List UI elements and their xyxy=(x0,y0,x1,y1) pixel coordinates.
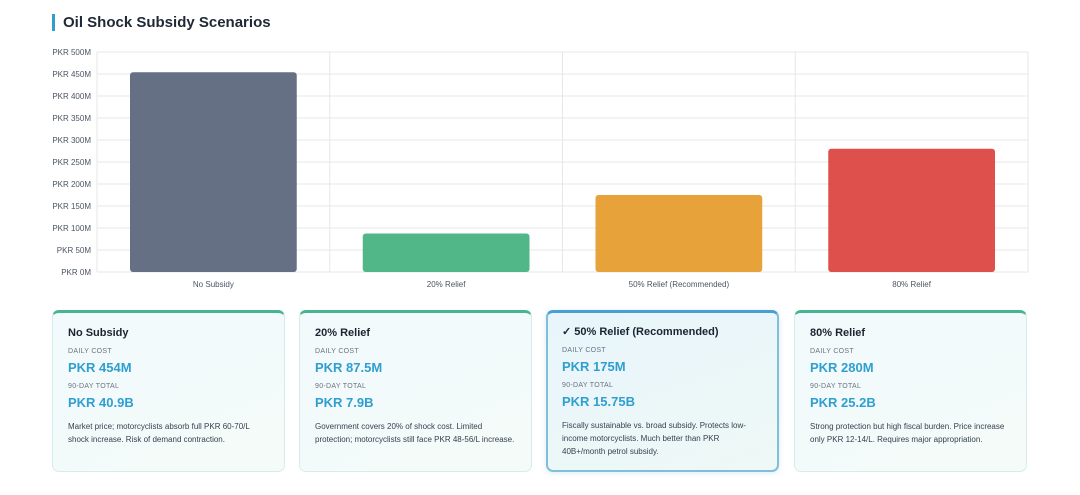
y-axis-labels: PKR 500M PKR 450M PKR 400M PKR 350M PKR 300M… xyxy=(52,48,91,277)
y-tick-label: PKR 400M xyxy=(52,92,91,101)
card-description: Government covers 20% of shock cost. Lim… xyxy=(315,422,515,444)
daily-cost-value: PKR 280M xyxy=(810,360,874,375)
x-tick-label: No Subsidy xyxy=(193,280,234,289)
total-label: 90-DAY TOTAL xyxy=(810,383,862,390)
total-label: 90-DAY TOTAL xyxy=(68,383,120,390)
scenario-card-no-subsidy[interactable]: No Subsidy DAILY COST PKR 454M 90-DAY TO… xyxy=(52,310,285,472)
bar-2 xyxy=(362,233,530,272)
total-label: 90-DAY TOTAL xyxy=(562,382,614,389)
y-tick-label: PKR 0M xyxy=(61,268,91,277)
bar-4 xyxy=(828,148,995,272)
scenario-cards: No Subsidy DAILY COST PKR 454M 90-DAY TO… xyxy=(52,310,1028,472)
y-tick-label: PKR 150M xyxy=(52,202,91,211)
x-tick-label: 50% Relief (Recommended) xyxy=(629,280,730,289)
bar-1 xyxy=(130,72,297,273)
card-description: Strong protection but high fiscal burden… xyxy=(810,422,1005,444)
daily-cost-value: PKR 175M xyxy=(562,359,626,374)
y-tick-label: PKR 50M xyxy=(57,246,92,255)
bar-chart: PKR 500M PKR 450M PKR 400M PKR 350M PKR 300M… xyxy=(52,48,1029,289)
total-value: PKR 7.9B xyxy=(315,395,374,410)
chart-bars xyxy=(130,72,995,273)
y-tick-label: PKR 300M xyxy=(52,136,91,145)
title-accent-bar xyxy=(52,13,55,31)
y-tick-label: PKR 500M xyxy=(52,48,91,57)
x-tick-label: 80% Relief xyxy=(892,280,931,289)
card-title: ✓ 50% Relief (Recommended) xyxy=(562,326,719,338)
total-value: PKR 15.75B xyxy=(562,394,635,409)
scenario-card-80-relief[interactable]: 80% Relief DAILY COST PKR 280M 90-DAY TO… xyxy=(794,310,1027,472)
daily-cost-value: PKR 454M xyxy=(68,360,132,375)
y-tick-label: PKR 450M xyxy=(52,70,91,79)
daily-cost-label: DAILY COST xyxy=(315,348,359,355)
total-label: 90-DAY TOTAL xyxy=(315,383,367,390)
card-title: 20% Relief xyxy=(315,327,371,339)
x-axis-labels: No Subsidy 20% Relief 50% Relief (Recommen… xyxy=(193,280,932,289)
total-value: PKR 25.2B xyxy=(810,395,876,410)
y-tick-label: PKR 250M xyxy=(52,158,91,167)
page-title: Oil Shock Subsidy Scenarios xyxy=(63,13,271,31)
daily-cost-value: PKR 87.5M xyxy=(315,360,383,375)
bar-3 xyxy=(595,195,763,272)
card-description: Market price; motorcyclists absorb full … xyxy=(68,422,250,444)
y-tick-label: PKR 350M xyxy=(52,114,91,123)
card-title: 80% Relief xyxy=(810,327,866,339)
y-tick-label: PKR 100M xyxy=(52,224,91,233)
daily-cost-label: DAILY COST xyxy=(562,347,606,354)
daily-cost-label: DAILY COST xyxy=(810,348,854,355)
total-value: PKR 40.9B xyxy=(68,395,134,410)
page-header: Oil Shock Subsidy Scenarios xyxy=(52,13,271,31)
daily-cost-label: DAILY COST xyxy=(68,348,112,355)
y-tick-label: PKR 200M xyxy=(52,180,91,189)
scenario-card-50-relief-recommended[interactable]: ✓ 50% Relief (Recommended) DAILY COST PK… xyxy=(546,310,779,472)
x-tick-label: 20% Relief xyxy=(427,280,466,289)
card-title: No Subsidy xyxy=(68,327,129,339)
scenario-card-20-relief[interactable]: 20% Relief DAILY COST PKR 87.5M 90-DAY T… xyxy=(299,310,532,472)
card-description: Fiscally sustainable vs. broad subsidy. … xyxy=(562,421,746,456)
